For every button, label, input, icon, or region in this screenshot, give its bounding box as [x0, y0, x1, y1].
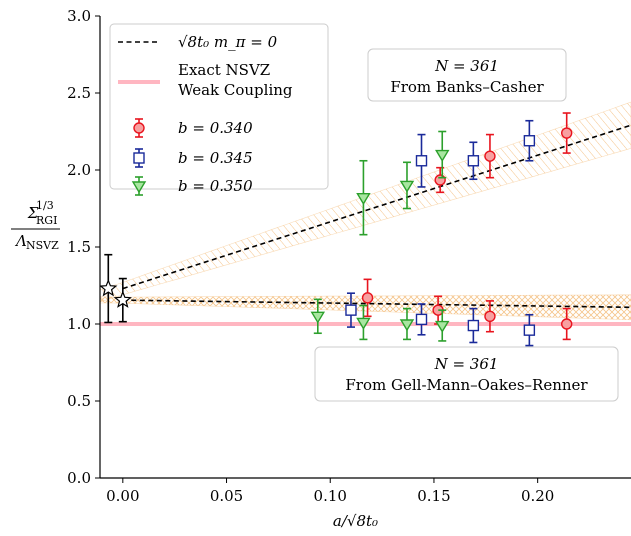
- legend-marker: [131, 181, 147, 194]
- x-tick-label: 0.05: [210, 487, 243, 505]
- data-point: [560, 318, 573, 330]
- data-point: [484, 150, 496, 162]
- y-tick-label: 2.5: [67, 84, 91, 102]
- annotation-gmor: N = 361 From Gell-Mann–Oakes–Renner: [314, 346, 619, 402]
- data-point: [467, 155, 480, 167]
- y-tick-label: 2.0: [67, 161, 91, 179]
- annotation-subtitle: From Banks–Casher: [390, 78, 544, 96]
- legend-label: b = 0.345: [178, 149, 253, 167]
- y-tick-label: 0.0: [67, 469, 91, 487]
- legend-box: [109, 23, 329, 190]
- data-point: [399, 180, 415, 193]
- annotation-title: N = 361: [434, 57, 499, 75]
- legend-label: b = 0.340: [178, 119, 253, 137]
- data-point: [356, 317, 371, 330]
- y-tick-label: 3.0: [67, 7, 91, 25]
- fit-line-banks-casher: [122, 124, 631, 290]
- legend-label: Weak Coupling: [178, 81, 293, 99]
- legend-marker: [133, 152, 145, 164]
- data-point: [467, 319, 480, 332]
- legend-entry: b = 0.345: [133, 148, 253, 168]
- y-label-num-sup: 1/3: [36, 199, 54, 212]
- y-tick-label: 0.5: [67, 392, 91, 410]
- x-tick-label: 0.15: [417, 487, 450, 505]
- annotation-box: [367, 48, 567, 102]
- legend-entry: b = 0.340: [133, 118, 253, 138]
- data-point: [560, 127, 573, 139]
- data-point: [434, 174, 446, 186]
- x-tick-label: 0.00: [106, 487, 139, 505]
- data-point: [484, 310, 496, 322]
- data-point: [399, 319, 415, 332]
- data-point: [435, 149, 450, 162]
- data-point: [356, 193, 371, 206]
- annotations: N = 361 From Banks–Casher N = 361 From Gell…: [314, 48, 619, 402]
- annotation-title: N = 361: [434, 355, 499, 373]
- x-tick-label: 0.10: [314, 487, 347, 505]
- fit-band-banks-casher: [100, 101, 631, 303]
- x-tick-label: 0.20: [521, 487, 554, 505]
- legend-label: √8t₀ m_π = 0: [178, 33, 278, 51]
- legend-label: b = 0.350: [178, 177, 253, 195]
- y-axis-label: Σ1/3 RGI Λ NSVZ: [11, 199, 60, 252]
- data-point: [523, 324, 536, 336]
- y-label-num-sub: RGI: [36, 214, 57, 227]
- legend-entry: Exact NSVZ Weak Coupling: [118, 61, 293, 99]
- data-point: [415, 155, 428, 167]
- data-point: [310, 311, 326, 324]
- data-point: [523, 135, 536, 147]
- data-point: [415, 313, 428, 326]
- data-point: [435, 320, 450, 333]
- plot-area: [100, 101, 631, 347]
- y-label-denominator: Λ: [14, 232, 27, 250]
- x-axis-label: a/√8t₀: [333, 512, 378, 530]
- extrapolation-point: [100, 279, 118, 297]
- legend-entry: √8t₀ m_π = 0: [118, 33, 278, 51]
- legend-label: Exact NSVZ: [178, 61, 270, 79]
- y-tick-label: 1.5: [67, 238, 91, 256]
- y-tick-label: 1.0: [67, 315, 91, 333]
- fit-band-gmor: [100, 294, 631, 321]
- data-point: [345, 304, 357, 316]
- y-label-den-sub: NSVZ: [26, 239, 59, 252]
- y-label-numerator: Σ: [27, 204, 39, 222]
- legend-marker: [133, 122, 145, 134]
- extrapolation-point: [113, 290, 132, 308]
- axes: 0.00 0.05 0.10 0.15 0.20 0.0 0.5 1.0 1.5 2.0 2.5 3.…: [11, 7, 631, 530]
- annotation-box: [314, 346, 619, 402]
- legend-entry: b = 0.350: [131, 176, 253, 196]
- data-point: [361, 292, 374, 304]
- annotation-subtitle: From Gell-Mann–Oakes–Renner: [345, 376, 588, 394]
- legend: √8t₀ m_π = 0 Exact NSVZ Weak Coupling b = 0…: [109, 23, 329, 196]
- annotation-banks: N = 361 From Banks–Casher: [367, 48, 567, 102]
